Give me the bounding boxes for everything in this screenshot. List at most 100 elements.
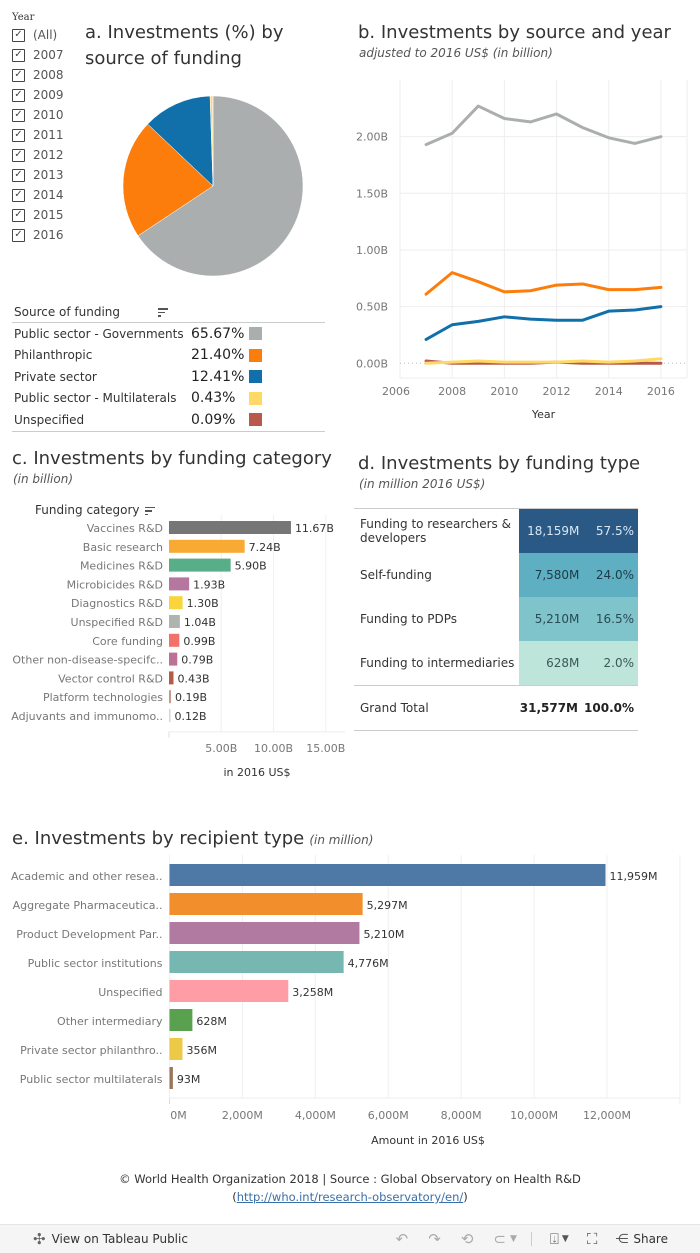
legend-row[interactable]: Private sector 12.41% <box>12 366 325 388</box>
year-filter-item[interactable]: ✓ 2009 <box>12 85 64 105</box>
panel-e-title: e. Investments by recipient type (in mil… <box>12 826 373 852</box>
sort-icon[interactable] <box>145 506 156 515</box>
bar <box>169 652 178 666</box>
view-on-tableau-button[interactable]: ✣ View on Tableau Public <box>33 1230 188 1248</box>
bar-value-label: 1.30B <box>187 597 219 610</box>
redo-icon[interactable]: ↷ <box>428 1230 441 1248</box>
funding-category-header-label: Funding category <box>35 503 140 517</box>
legend-header: Source of funding <box>12 302 325 323</box>
year-filter-item-label: 2012 <box>33 148 64 162</box>
y-tick-label: 0.00B <box>356 357 388 370</box>
bar-value-label: 0.12B <box>175 710 207 723</box>
year-filter-item-label: 2011 <box>33 128 64 142</box>
funding-type-row[interactable]: Self-funding 7,580M 24.0% <box>354 553 638 597</box>
category-label: Unspecified R&D <box>71 616 163 629</box>
bar-value-label: 93M <box>177 1073 201 1086</box>
year-filter-item[interactable]: ✓ 2013 <box>12 165 64 185</box>
legend-row-value: 0.43% <box>191 390 236 407</box>
bar-value-label: 1.93B <box>193 578 225 591</box>
observatory-link[interactable]: http://who.int/research-observatory/en/ <box>236 1190 464 1204</box>
bar <box>169 558 231 572</box>
x-tick-label: 2008 <box>438 385 466 398</box>
series-line <box>424 104 663 147</box>
legend-row[interactable]: Unspecified 0.09% <box>12 409 325 431</box>
checkbox[interactable]: ✓ <box>12 148 25 162</box>
funding-type-amount: 7,580M <box>519 553 588 597</box>
year-filter-item[interactable]: ✓ (All) <box>12 25 64 45</box>
checkbox[interactable]: ✓ <box>12 168 25 182</box>
chevron-down-icon[interactable]: ▼ <box>561 1234 569 1244</box>
funding-type-row[interactable]: Funding to PDPs 5,210M 16.5% <box>354 597 638 641</box>
bar <box>169 671 174 685</box>
checkbox[interactable]: ✓ <box>12 228 25 242</box>
funding-type-name: Funding to intermediaries <box>360 656 515 670</box>
funding-type-row[interactable]: Funding to intermediaries 628M 2.0% <box>354 641 638 685</box>
funding-type-amount: 628M <box>519 641 588 685</box>
download-icon[interactable]: ⍗ <box>549 1230 559 1248</box>
funding-type-amount: 18,159M <box>519 509 588 553</box>
year-filter-item[interactable]: ✓ 2008 <box>12 65 64 85</box>
sort-icon[interactable] <box>158 308 168 317</box>
legend-row[interactable]: Philanthropic 21.40% <box>12 345 325 367</box>
checkbox[interactable]: ✓ <box>12 128 25 142</box>
year-filter-item[interactable]: ✓ 2007 <box>12 45 64 65</box>
year-filter-item[interactable]: ✓ 2016 <box>12 225 64 245</box>
revert-icon[interactable]: ⟲ <box>460 1230 474 1248</box>
undo-icon[interactable]: ↶ <box>395 1230 409 1248</box>
bar <box>169 615 180 628</box>
checkbox[interactable]: ✓ <box>12 208 25 222</box>
x-tick-label: 0M <box>170 1109 187 1122</box>
bar <box>169 951 344 973</box>
bar <box>169 1067 173 1089</box>
pie-chart <box>122 95 304 277</box>
category-label: Other non-disease-specifc.. <box>12 654 163 667</box>
source-of-funding-legend: Source of funding Public sector - Govern… <box>12 302 325 432</box>
y-tick-label: 1.00B <box>356 244 388 257</box>
checkbox[interactable]: ✓ <box>12 108 25 122</box>
bar <box>169 521 291 534</box>
checkbox[interactable]: ✓ <box>12 28 25 42</box>
share-button[interactable]: ⋲ Share <box>615 1232 668 1247</box>
fullscreen-icon[interactable]: ⛶ <box>586 1230 598 1248</box>
checkbox[interactable]: ✓ <box>12 88 25 102</box>
bar <box>169 893 363 915</box>
bar-value-label: 0.19B <box>175 691 207 704</box>
year-filter-item-label: 2013 <box>33 168 64 182</box>
year-filter-item[interactable]: ✓ 2012 <box>12 145 64 165</box>
pause-updates-icon[interactable]: ⊂ <box>493 1230 506 1248</box>
year-filter-list: ✓ (All) ✓ 2007 ✓ 2008 ✓ 2009 ✓ 2010 ✓ 2011 ✓ 2012 ✓ 201… <box>12 25 64 245</box>
year-filter-item[interactable]: ✓ 2011 <box>12 125 64 145</box>
year-filter-item-label: 2014 <box>33 188 64 202</box>
bar-value-label: 3,258M <box>292 986 333 999</box>
checkbox[interactable]: ✓ <box>12 188 25 202</box>
bar-value-label: 5,210M <box>363 928 404 941</box>
funding-type-share: 57.5% <box>587 509 638 553</box>
bar-value-label: 0.43B <box>177 672 209 685</box>
panel-e-title-text: e. Investments by recipient type <box>12 828 305 849</box>
year-filter-item[interactable]: ✓ 2014 <box>12 185 64 205</box>
funding-type-name: Funding to researchers & developers <box>360 517 511 545</box>
year-filter-item[interactable]: ✓ 2015 <box>12 205 64 225</box>
chevron-down-icon[interactable]: ▼ <box>509 1234 517 1244</box>
legend-row[interactable]: Public sector - Multilaterals 0.43% <box>12 388 325 410</box>
category-label: Product Development Par.. <box>16 928 162 941</box>
legend-row[interactable]: Public sector - Governments 65.67% <box>12 323 325 345</box>
funding-category-header: Funding category <box>35 503 156 517</box>
checkbox[interactable]: ✓ <box>12 48 25 62</box>
pie-slice <box>137 95 304 277</box>
checkbox[interactable]: ✓ <box>12 68 25 82</box>
funding-type-name: Self-funding <box>360 568 432 582</box>
x-tick-label: 5.00B <box>205 742 237 755</box>
panel-b-subtitle: adjusted to 2016 US$ (in billion) <box>359 46 553 60</box>
bar-value-label: 1.04B <box>184 616 216 629</box>
year-filter-item[interactable]: ✓ 2010 <box>12 105 64 125</box>
x-tick-label: 2012 <box>543 385 571 398</box>
category-label: Basic research <box>83 541 163 554</box>
funding-type-row[interactable]: Funding to researchers & developers 18,15… <box>354 509 638 553</box>
legend-row-name: Unspecified <box>14 412 85 427</box>
bar <box>169 633 180 647</box>
category-label: Public sector multilaterals <box>20 1073 163 1086</box>
x-tick-label: 2016 <box>647 385 675 398</box>
x-tick-label: 12,000M <box>583 1109 631 1122</box>
category-label: Private sector philanthro.. <box>20 1044 162 1057</box>
